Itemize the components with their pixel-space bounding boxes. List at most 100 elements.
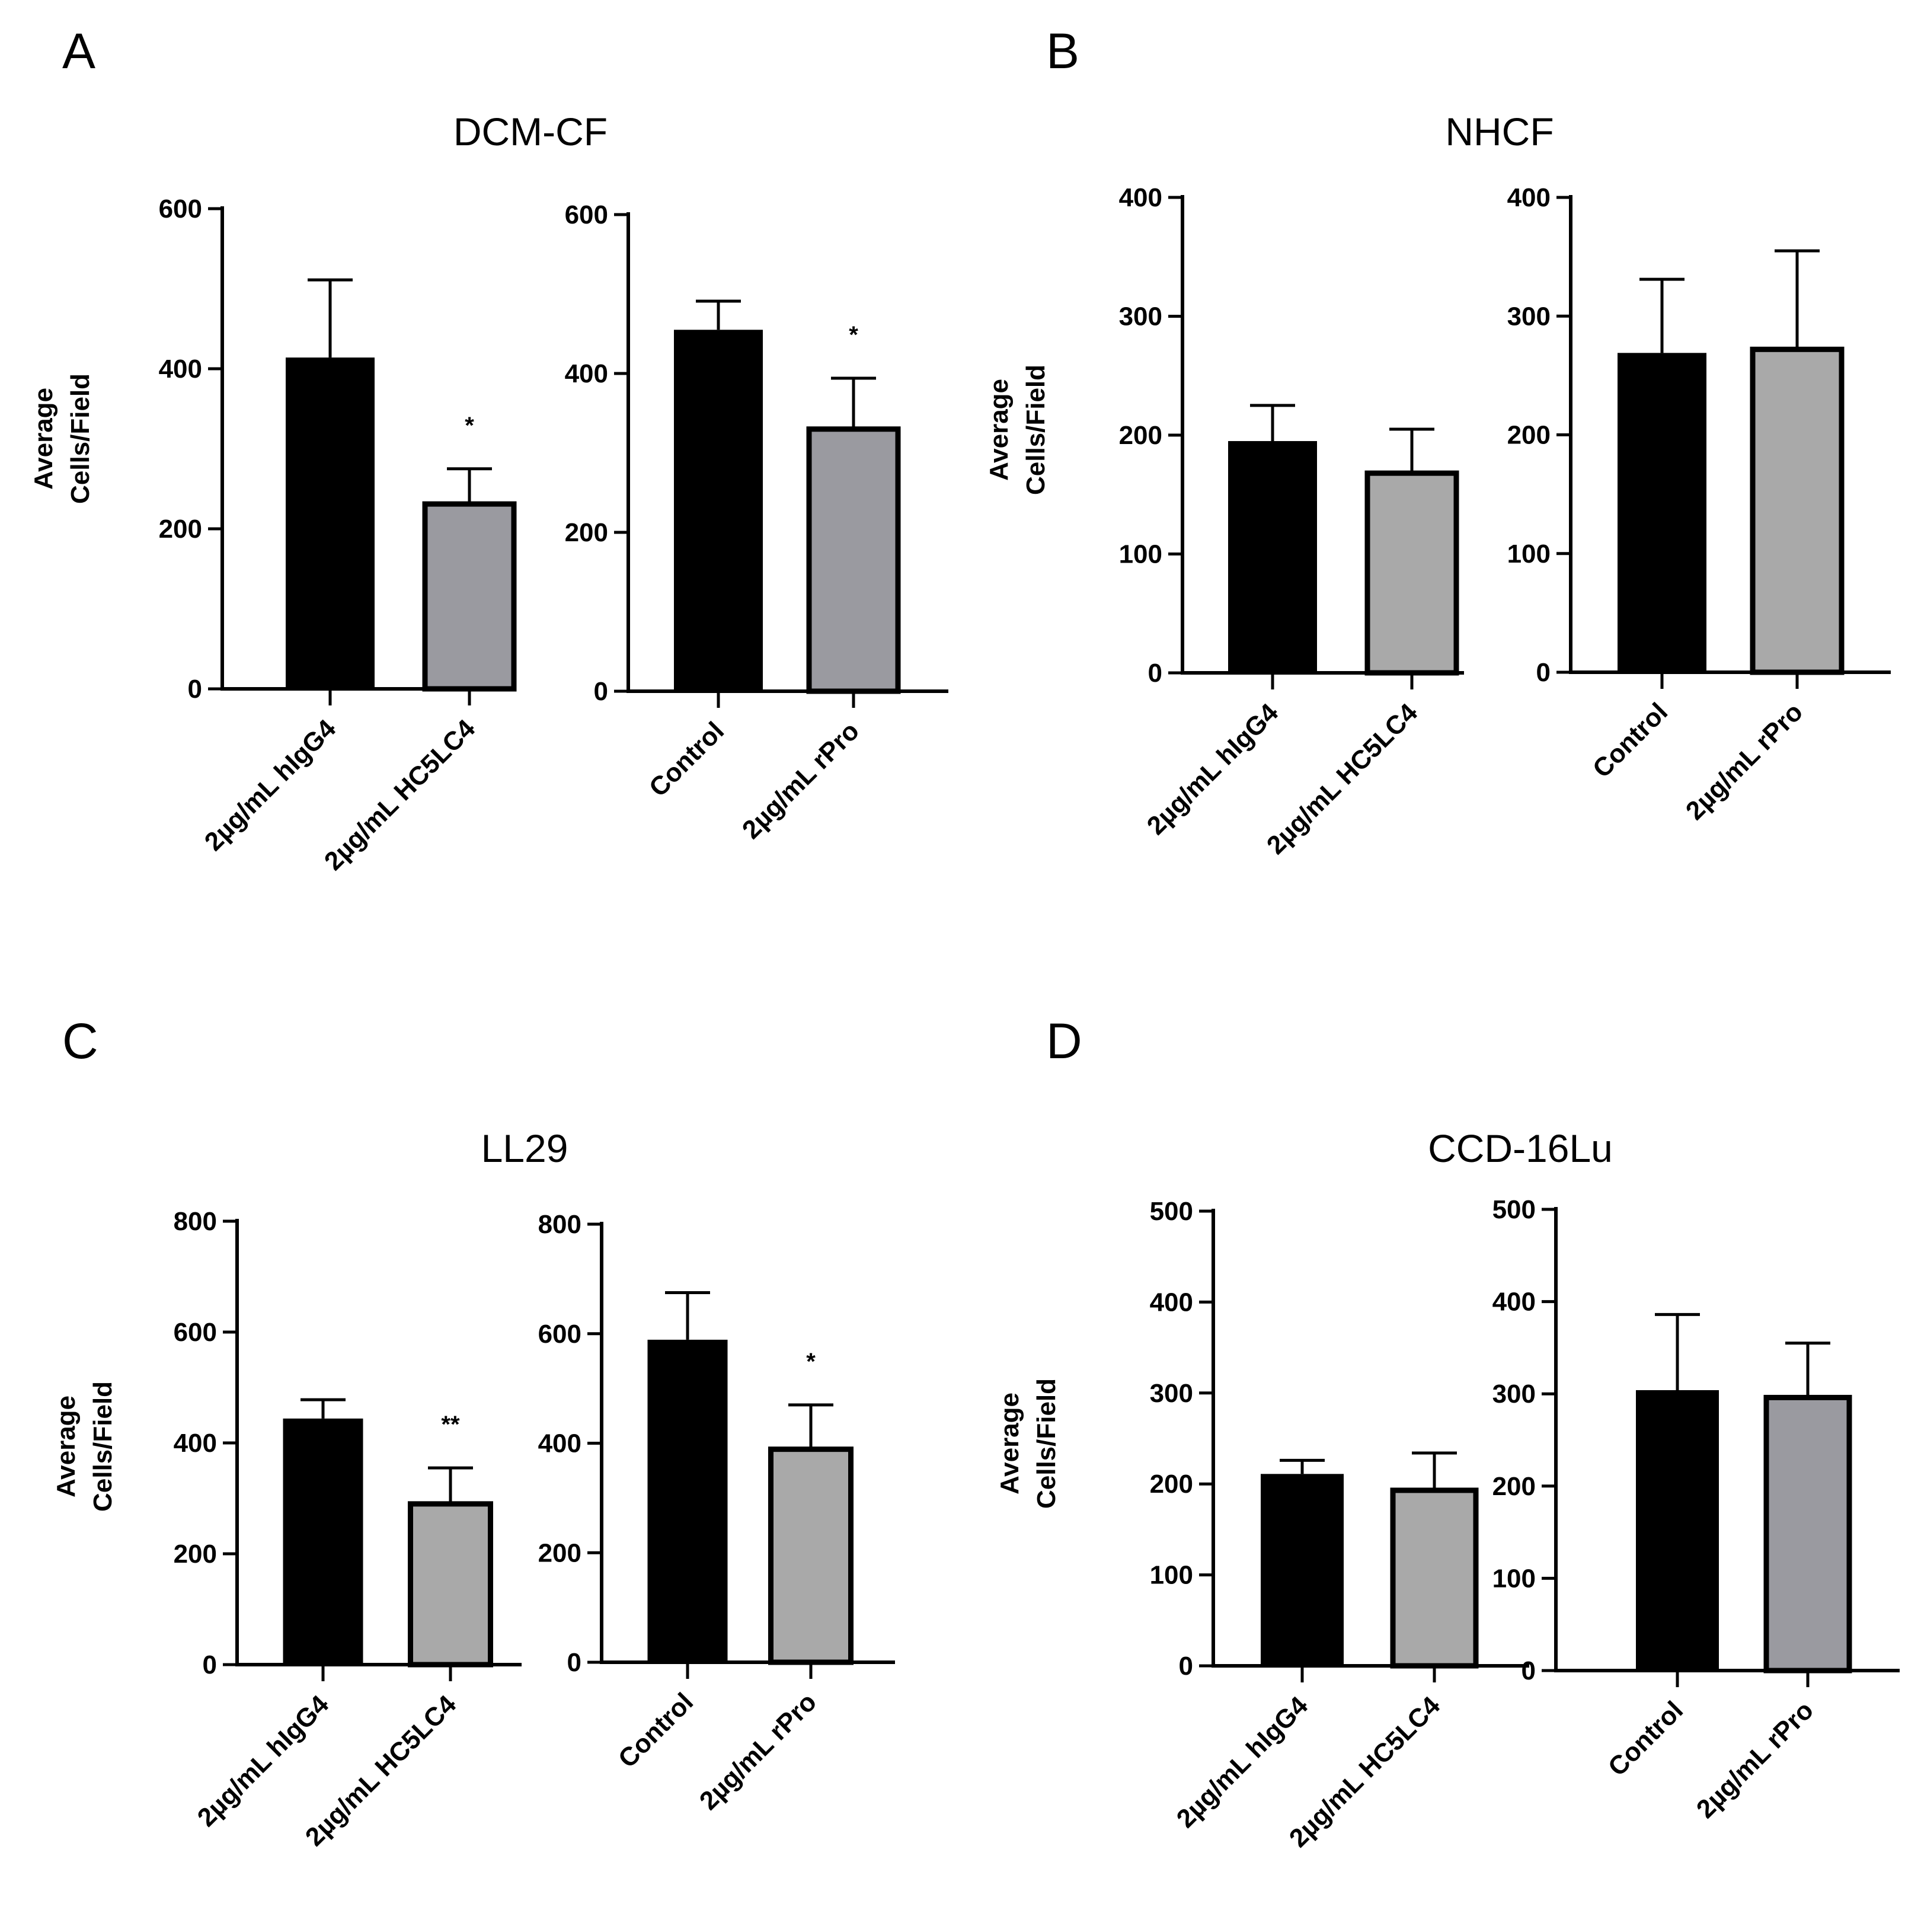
y-axis-label-line1-b: Average bbox=[985, 379, 1014, 481]
category-label: 2µg/mL rPro bbox=[694, 1687, 822, 1815]
bar bbox=[408, 1501, 493, 1668]
panel-letter-a: A bbox=[62, 23, 95, 79]
y-tick-label: 0 bbox=[1522, 1656, 1536, 1685]
bar bbox=[1261, 1474, 1344, 1666]
category-label: 2µg/mL hIgG4 bbox=[1171, 1691, 1314, 1834]
significance-mark: * bbox=[849, 322, 858, 348]
y-tick-label: 200 bbox=[1150, 1470, 1193, 1499]
panel-title-c: LL29 bbox=[481, 1126, 568, 1170]
category-label: 2µg/mL rPro bbox=[1691, 1695, 1819, 1824]
bar bbox=[1618, 353, 1706, 672]
y-axis-label-line2-a: Cells/Field bbox=[66, 373, 95, 504]
y-axis-label-line2-d: Cells/Field bbox=[1032, 1378, 1061, 1509]
y-tick-label: 0 bbox=[594, 677, 608, 706]
y-tick-label: 600 bbox=[565, 200, 608, 229]
bar bbox=[1750, 346, 1845, 675]
panel-a: A DCM-CF Average Cells/Field 0 200 400 600 2… bbox=[29, 23, 948, 876]
y-tick-label: 400 bbox=[1119, 183, 1162, 212]
subplot-d-right: 0 100 200 300 400 500 Control 2µg/mL rPro bbox=[1492, 1195, 1900, 1824]
y-tick-label: 400 bbox=[1492, 1288, 1536, 1317]
y-axis-label-line1-a: Average bbox=[29, 388, 58, 490]
subplot-a-right: 0 200 400 600 Control 2µg/mL rPro * bbox=[565, 200, 948, 845]
significance-mark: * bbox=[806, 1349, 816, 1375]
y-tick-label: 100 bbox=[1492, 1564, 1536, 1593]
category-label: Control bbox=[1587, 697, 1673, 783]
bar bbox=[647, 1339, 728, 1662]
y-axis-label-line2-c: Cells/Field bbox=[88, 1381, 117, 1512]
panel-title-d: CCD-16Lu bbox=[1428, 1126, 1613, 1170]
panel-letter-b: B bbox=[1046, 23, 1079, 79]
bar bbox=[768, 1446, 854, 1665]
bar bbox=[1228, 441, 1317, 673]
category-label: Control bbox=[1603, 1695, 1689, 1781]
panel-letter-c: C bbox=[62, 1013, 98, 1069]
y-tick-label: 0 bbox=[1536, 658, 1551, 687]
y-tick-label: 400 bbox=[174, 1429, 217, 1458]
panel-title-a: DCM-CF bbox=[453, 110, 608, 154]
y-tick-label: 400 bbox=[565, 359, 608, 388]
panel-c: C LL29 Average Cells/Field 0 200 400 600 800… bbox=[52, 1013, 895, 1852]
category-label: Control bbox=[613, 1687, 699, 1773]
bar bbox=[422, 501, 517, 692]
bar bbox=[1636, 1390, 1719, 1671]
category-label: 2µg/mL HC5LC4 bbox=[1261, 698, 1424, 860]
y-tick-label: 200 bbox=[1119, 421, 1162, 450]
y-tick-label: 300 bbox=[1150, 1379, 1193, 1408]
y-tick-label: 300 bbox=[1492, 1379, 1536, 1409]
y-tick-label: 100 bbox=[1119, 540, 1162, 569]
panel-letter-d: D bbox=[1046, 1013, 1082, 1069]
bar bbox=[286, 357, 375, 689]
category-label: 2µg/mL hIgG4 bbox=[192, 1690, 335, 1832]
y-tick-label: 100 bbox=[1507, 539, 1551, 569]
y-tick-label: 600 bbox=[174, 1318, 217, 1347]
y-axis-label-line1-c: Average bbox=[52, 1395, 81, 1497]
y-tick-label: 400 bbox=[538, 1429, 581, 1458]
y-tick-label: 800 bbox=[174, 1207, 217, 1236]
y-axis-label-line2-b: Cells/Field bbox=[1021, 365, 1050, 495]
bar bbox=[1763, 1394, 1852, 1674]
y-tick-label: 500 bbox=[1150, 1197, 1193, 1226]
panel-title-b: NHCF bbox=[1445, 110, 1554, 154]
bar bbox=[283, 1418, 363, 1665]
category-label: 2µg/mL rPro bbox=[737, 716, 865, 844]
y-tick-label: 0 bbox=[1179, 1652, 1193, 1681]
y-tick-label: 0 bbox=[203, 1650, 217, 1679]
bar bbox=[1390, 1487, 1479, 1669]
bar bbox=[674, 330, 763, 691]
category-label: 2µg/mL rPro bbox=[1680, 697, 1808, 825]
y-tick-label: 400 bbox=[1150, 1288, 1193, 1317]
category-label: 2µg/mL HC5LC4 bbox=[319, 714, 481, 876]
subplot-b-right: 0 100 200 300 400 Control 2µg/mL rPro bbox=[1507, 183, 1891, 826]
panel-d: D CCD-16Lu Average Cells/Field 0 100 200 30… bbox=[995, 1013, 1900, 1853]
y-tick-label: 200 bbox=[1507, 421, 1551, 450]
y-tick-label: 100 bbox=[1150, 1561, 1193, 1590]
y-tick-label: 0 bbox=[567, 1648, 581, 1677]
category-label: 2µg/mL hIgG4 bbox=[199, 714, 342, 857]
y-tick-label: 200 bbox=[565, 518, 608, 547]
y-tick-label: 200 bbox=[159, 515, 202, 544]
bar bbox=[1364, 470, 1459, 676]
y-tick-label: 0 bbox=[1148, 659, 1162, 688]
y-tick-label: 600 bbox=[538, 1320, 581, 1349]
category-label: Control bbox=[644, 716, 730, 802]
y-tick-label: 400 bbox=[159, 355, 202, 384]
y-tick-label: 400 bbox=[1507, 183, 1551, 212]
category-label: 2µg/mL hIgG4 bbox=[1142, 698, 1284, 841]
y-tick-label: 800 bbox=[538, 1210, 581, 1239]
bar bbox=[806, 426, 901, 694]
significance-mark: ** bbox=[441, 1412, 460, 1438]
panel-b: B NHCF Average Cells/Field 0 100 200 300 400… bbox=[985, 23, 1891, 860]
significance-mark: * bbox=[465, 413, 474, 439]
y-axis-label-line1-d: Average bbox=[995, 1393, 1024, 1494]
y-tick-label: 200 bbox=[174, 1540, 217, 1569]
y-tick-label: 600 bbox=[159, 194, 202, 223]
y-tick-label: 300 bbox=[1119, 302, 1162, 331]
y-tick-label: 500 bbox=[1492, 1195, 1536, 1224]
y-tick-label: 200 bbox=[538, 1538, 581, 1567]
